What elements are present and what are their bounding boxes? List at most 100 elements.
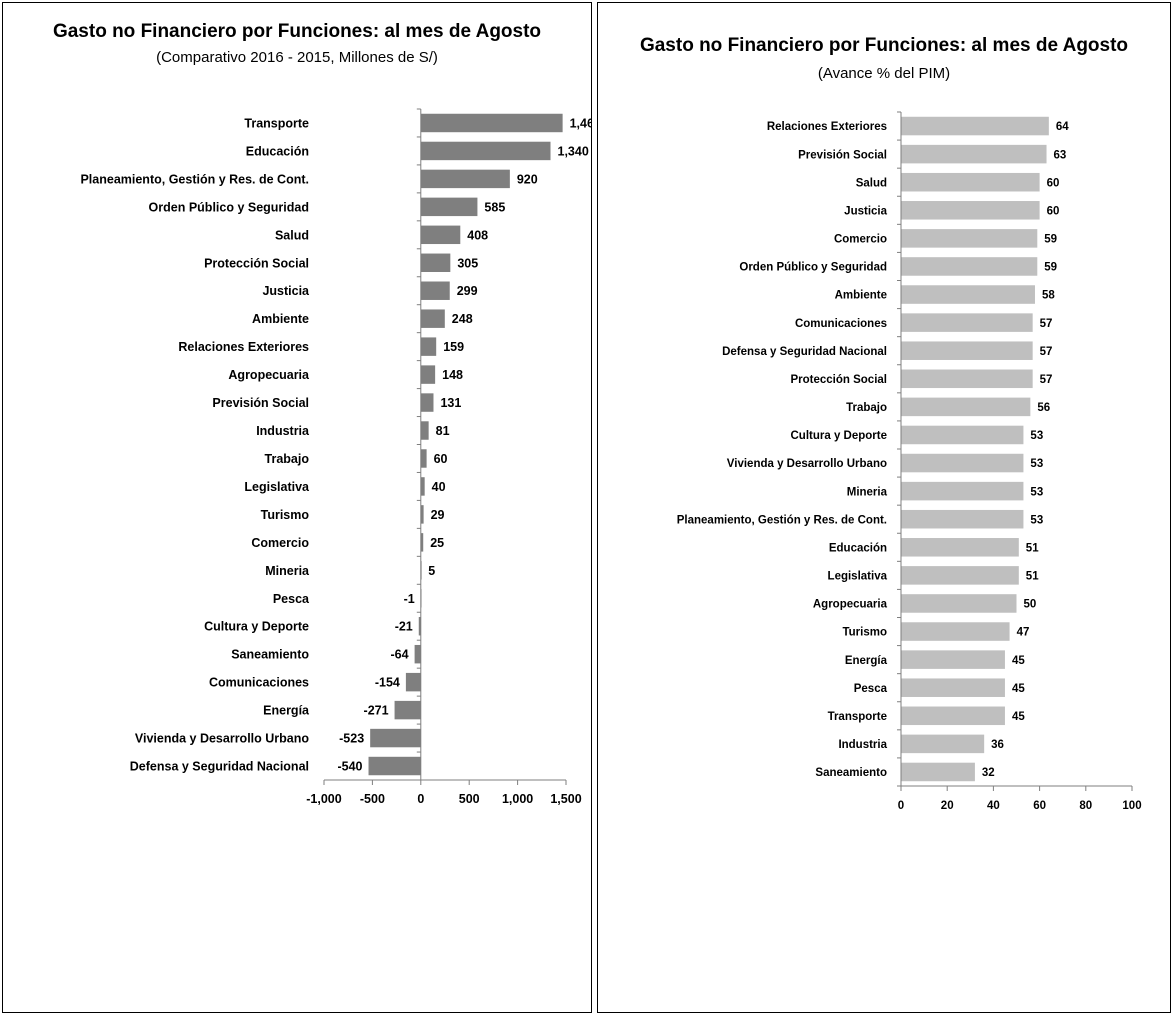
chart-subtitle: (Avance % del PIM) [817,65,951,82]
data-label: 920 [517,172,538,186]
bar [901,229,1038,248]
data-label: 29 [431,508,445,522]
bar [901,172,1040,192]
category-label: Agropecuaria [228,368,310,382]
data-label: 305 [457,256,478,270]
bar [901,341,1033,360]
category-label: Agropecuaria [813,599,888,611]
data-label: 47 [1017,627,1030,639]
bar [368,756,421,776]
data-label: 59 [1044,262,1057,274]
category-label: Energía [845,655,888,667]
bar [420,169,510,189]
bar [420,141,551,161]
category-label: Salud [856,177,887,189]
data-label: 32 [982,767,995,779]
bar [420,225,461,245]
bar [420,477,425,496]
data-label: 299 [457,284,478,298]
category-label: Cultura y Deporte [791,430,888,442]
category-label: Turismo [261,508,310,522]
data-label: 36 [991,739,1004,751]
category-label: Comunicaciones [209,676,309,690]
bar [420,309,445,328]
bar [420,393,434,412]
data-label: 57 [1040,374,1053,386]
data-label: 53 [1030,458,1043,470]
bar [901,481,1024,501]
data-label: 1,340 [558,144,589,158]
data-label: 40 [432,480,446,494]
data-label: 159 [443,340,464,354]
data-label: 57 [1040,318,1053,330]
data-label: 64 [1056,121,1069,133]
bar [901,509,1024,529]
category-label: Trabajo [265,452,310,466]
category-label: Vivienda y Desarrollo Urbano [135,732,309,746]
bar-chart-left: Transporte 1,465 Educación 1,340 Planeamient… [80,108,591,806]
data-label: 51 [1026,571,1039,583]
category-label: Protección Social [790,374,887,386]
bar [901,678,1005,697]
data-label: 131 [440,396,461,410]
category-label: Orden Público y Seguridad [739,262,887,274]
bar [901,144,1047,164]
category-label: Ambiente [835,290,887,302]
category-label: Pesca [854,683,888,695]
category-label: Industria [838,739,887,751]
category-label: Turismo [842,627,887,639]
bar [418,617,421,636]
category-label: Protección Social [204,256,309,270]
chart-subtitle: (Comparativo 2016 - 2015, Millones de S/… [156,49,438,66]
bar-chart-right: Relaciones Exteriores 64 Previsión Social 6… [677,111,1142,812]
data-label: 63 [1054,149,1067,161]
bar [420,505,424,524]
category-label: Comercio [834,234,887,246]
chart-panel-right: Gasto no Financiero por Funciones: al me… [597,2,1171,1013]
bar [420,253,451,272]
bar [901,285,1035,304]
bar [420,113,563,133]
data-label: 81 [436,424,450,438]
bar [901,622,1010,641]
bar [901,257,1038,276]
data-label: 50 [1024,599,1037,611]
bar [420,281,450,300]
data-label: -271 [364,704,389,718]
category-label: Justicia [262,284,310,298]
category-label: Industria [256,424,310,438]
data-label: 585 [484,200,505,214]
category-label: Comunicaciones [795,318,887,330]
category-label: Mineria [847,486,888,498]
category-label: Saneamiento [231,648,309,662]
data-label: 45 [1012,655,1025,667]
category-label: Previsión Social [212,396,309,410]
data-label: 1,465 [570,116,591,130]
bar [420,337,437,356]
data-label: 51 [1026,542,1039,554]
data-label: 25 [430,536,444,550]
data-label: 58 [1042,290,1055,302]
bar [901,762,975,782]
data-label: 53 [1030,430,1043,442]
bar [405,672,421,692]
data-label: 408 [467,228,488,242]
bar [370,728,421,748]
x-tick-label: -500 [360,792,385,806]
bar [394,700,421,720]
x-tick-label: 0 [417,792,424,806]
category-label: Educación [246,144,309,158]
data-label: 57 [1040,346,1053,358]
bar [420,449,427,468]
category-label: Ambiente [252,312,309,326]
category-label: Transporte [828,711,887,723]
data-label: -540 [337,760,362,774]
bar [901,116,1049,136]
category-label: Relaciones Exteriores [178,340,309,354]
data-label: 248 [452,312,473,326]
data-label: 45 [1012,683,1025,695]
data-label: 60 [434,452,448,466]
category-label: Mineria [265,564,310,578]
category-label: Vivienda y Desarrollo Urbano [727,458,887,470]
bar [414,644,421,664]
